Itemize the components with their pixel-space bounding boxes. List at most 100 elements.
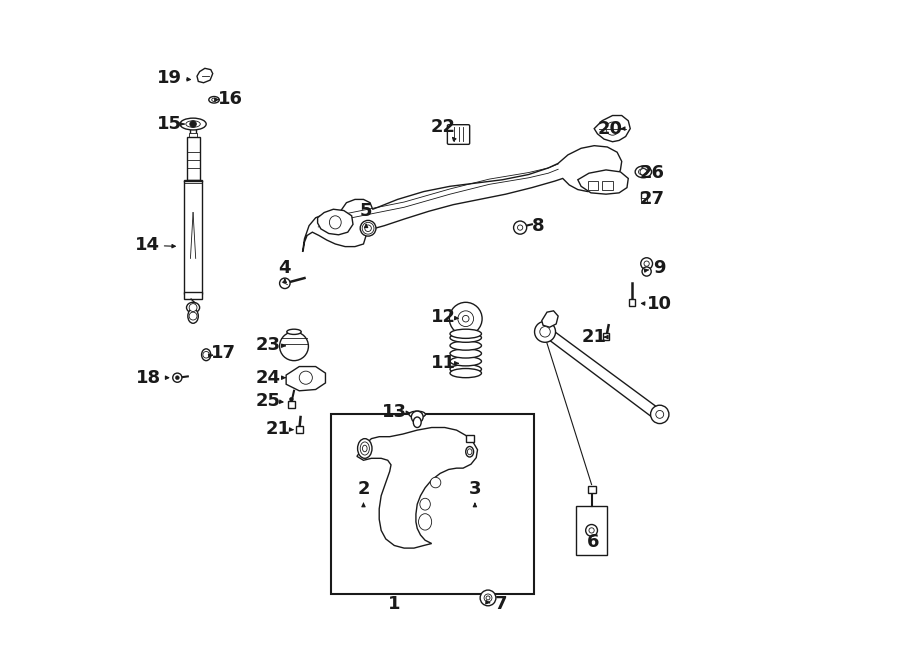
- Text: 15: 15: [157, 115, 182, 133]
- Ellipse shape: [202, 349, 211, 361]
- Text: 26: 26: [639, 164, 664, 182]
- Ellipse shape: [188, 309, 198, 323]
- Circle shape: [290, 397, 293, 401]
- Circle shape: [644, 261, 649, 266]
- Text: 25: 25: [256, 391, 280, 410]
- Polygon shape: [542, 311, 558, 327]
- Ellipse shape: [450, 341, 482, 350]
- Bar: [330, 414, 534, 594]
- Ellipse shape: [467, 449, 472, 455]
- Text: 24: 24: [256, 369, 280, 387]
- Text: 27: 27: [639, 190, 664, 208]
- Circle shape: [486, 596, 490, 600]
- Ellipse shape: [450, 333, 482, 342]
- Polygon shape: [578, 170, 628, 194]
- Ellipse shape: [465, 447, 473, 457]
- Text: 6: 6: [587, 533, 599, 551]
- Ellipse shape: [450, 357, 482, 366]
- Bar: [186, 137, 200, 180]
- Ellipse shape: [635, 166, 652, 178]
- Bar: [190, 124, 196, 136]
- Ellipse shape: [186, 121, 201, 128]
- Circle shape: [176, 375, 179, 379]
- Bar: [641, 198, 647, 204]
- Text: 18: 18: [136, 369, 161, 387]
- Circle shape: [606, 122, 619, 136]
- Circle shape: [190, 121, 196, 128]
- Ellipse shape: [409, 411, 426, 418]
- Ellipse shape: [450, 365, 482, 373]
- Bar: [603, 333, 609, 340]
- Ellipse shape: [363, 446, 367, 451]
- Ellipse shape: [357, 439, 372, 458]
- Polygon shape: [197, 68, 212, 83]
- Circle shape: [540, 327, 550, 337]
- Ellipse shape: [456, 331, 475, 338]
- Ellipse shape: [638, 169, 648, 175]
- Text: 22: 22: [431, 118, 456, 136]
- Text: 23: 23: [256, 336, 280, 354]
- Text: 17: 17: [212, 344, 237, 362]
- Ellipse shape: [413, 417, 421, 428]
- Circle shape: [362, 222, 374, 234]
- Text: 14: 14: [135, 236, 159, 254]
- Circle shape: [449, 302, 482, 335]
- Ellipse shape: [186, 302, 200, 313]
- Bar: [588, 486, 596, 493]
- Bar: [641, 192, 647, 200]
- Polygon shape: [318, 210, 353, 235]
- Bar: [296, 426, 302, 433]
- Bar: [588, 181, 598, 190]
- Ellipse shape: [360, 442, 369, 455]
- Bar: [184, 292, 202, 299]
- Text: 21: 21: [581, 328, 607, 346]
- Bar: [288, 401, 294, 408]
- Text: 3: 3: [469, 480, 482, 498]
- Circle shape: [518, 225, 523, 230]
- Ellipse shape: [419, 498, 430, 510]
- Circle shape: [651, 405, 669, 424]
- Circle shape: [173, 373, 182, 382]
- Text: 9: 9: [653, 259, 666, 277]
- Circle shape: [586, 525, 598, 536]
- Polygon shape: [357, 428, 478, 548]
- Bar: [189, 133, 197, 140]
- Polygon shape: [286, 367, 326, 391]
- Bar: [184, 180, 202, 294]
- Circle shape: [430, 477, 441, 488]
- Ellipse shape: [411, 411, 423, 423]
- Ellipse shape: [329, 215, 341, 229]
- Circle shape: [535, 321, 555, 342]
- Circle shape: [360, 220, 376, 236]
- Text: 16: 16: [218, 90, 243, 108]
- Circle shape: [656, 410, 663, 418]
- Circle shape: [364, 225, 372, 231]
- Text: 1: 1: [388, 596, 400, 613]
- Circle shape: [202, 352, 210, 358]
- Ellipse shape: [209, 97, 220, 103]
- Text: 8: 8: [532, 217, 544, 235]
- Text: 19: 19: [157, 69, 182, 87]
- Circle shape: [589, 527, 594, 533]
- Ellipse shape: [450, 349, 482, 358]
- Circle shape: [641, 258, 652, 270]
- Circle shape: [280, 332, 309, 361]
- Bar: [576, 506, 608, 555]
- Text: 2: 2: [357, 480, 370, 498]
- Bar: [465, 436, 473, 442]
- Circle shape: [189, 312, 197, 320]
- Text: 20: 20: [598, 120, 623, 137]
- Circle shape: [458, 311, 473, 327]
- Circle shape: [642, 267, 652, 276]
- Text: 5: 5: [360, 202, 373, 220]
- Ellipse shape: [180, 118, 206, 130]
- Ellipse shape: [287, 329, 302, 334]
- Circle shape: [280, 278, 290, 289]
- Ellipse shape: [450, 329, 482, 338]
- Circle shape: [484, 594, 492, 602]
- Ellipse shape: [212, 98, 216, 101]
- Text: 4: 4: [279, 259, 291, 277]
- Polygon shape: [302, 145, 622, 252]
- Text: 10: 10: [647, 295, 672, 313]
- Circle shape: [299, 371, 312, 384]
